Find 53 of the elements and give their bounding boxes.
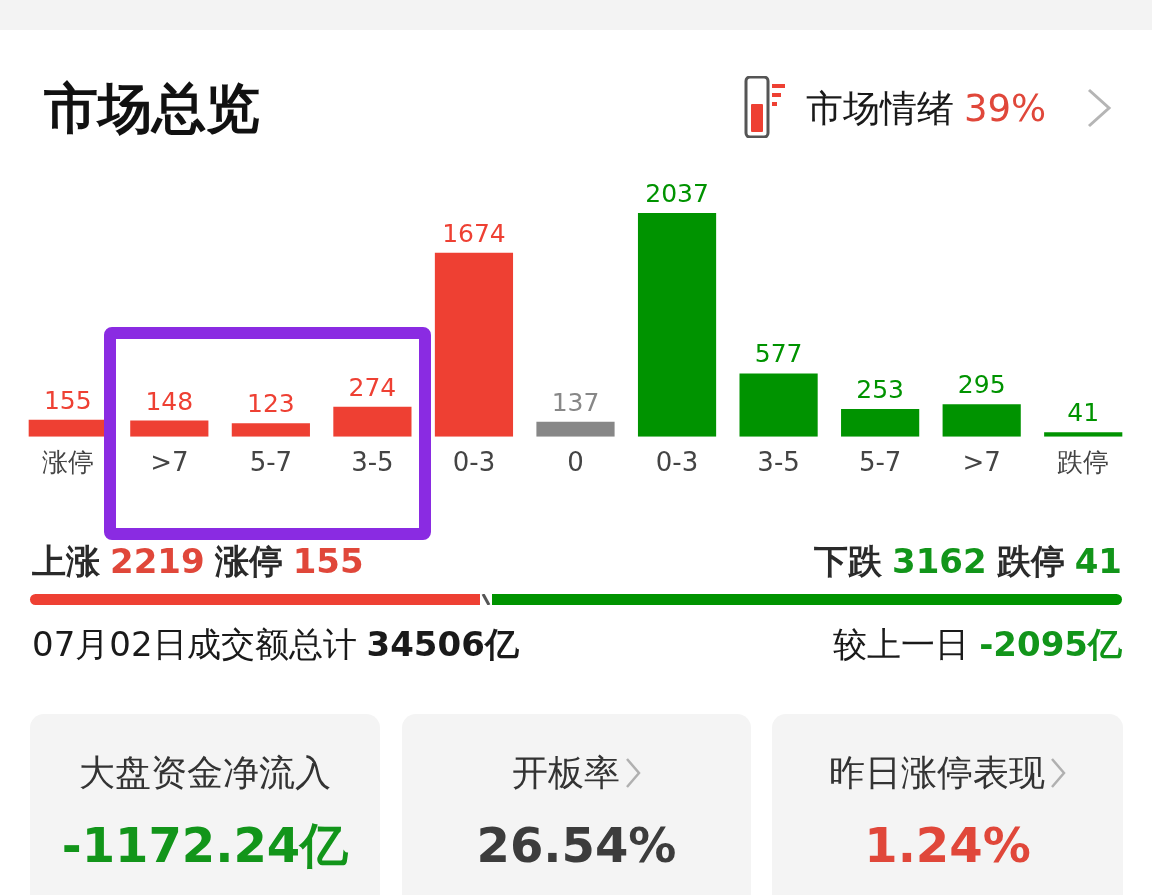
bar — [637, 212, 717, 437]
x-tick-label: 3-5 — [351, 447, 394, 478]
text: 跌停 — [996, 540, 1065, 583]
bar — [130, 420, 209, 437]
data-label: 253 — [856, 374, 904, 404]
data-label: 123 — [247, 389, 295, 419]
text: 较上一日 — [833, 623, 970, 666]
x-tick-label: 3-5 — [757, 447, 800, 478]
bar — [28, 419, 107, 437]
bar — [841, 408, 920, 437]
x-tick-label: 5-7 — [249, 447, 293, 478]
bar — [333, 406, 412, 437]
text: 34506亿 — [366, 623, 519, 666]
text: 26.54% — [476, 817, 677, 873]
x-tick-label: 0-3 — [655, 447, 699, 478]
text: 市场情绪 — [806, 86, 954, 132]
data-label: 1674 — [442, 218, 506, 248]
bar — [942, 404, 1021, 437]
text: 155 — [292, 540, 364, 583]
x-tick-label: 涨停 — [41, 447, 94, 478]
x-tick-label: 0-3 — [452, 447, 496, 478]
data-label: 148 — [145, 386, 194, 416]
data-label: 137 — [551, 387, 600, 417]
bar — [536, 421, 615, 437]
x-tick-label: 0 — [567, 447, 584, 478]
data-label: 155 — [43, 385, 92, 415]
text: 39% — [964, 86, 1047, 132]
bar — [434, 252, 514, 437]
text: 1.24% — [864, 817, 1031, 873]
text: -2095亿 — [979, 623, 1122, 666]
text: 大盘资金净流入 — [79, 751, 331, 795]
x-tick-label: >7 — [150, 447, 189, 478]
x-tick-label: >7 — [962, 447, 1001, 478]
data-label: 577 — [754, 339, 803, 369]
text: -1172.24亿 — [61, 817, 349, 873]
text: 下跌 — [814, 540, 883, 583]
text: 涨停 — [214, 540, 283, 583]
text: 开板率 — [511, 751, 620, 795]
bar — [231, 423, 310, 437]
text: 昨日涨停表现 — [828, 751, 1045, 795]
data-label: 274 — [348, 372, 397, 402]
text: 2219 — [110, 540, 205, 583]
data-label: 295 — [957, 370, 1006, 400]
x-tick-label: 跌停 — [1057, 447, 1110, 478]
chart-title: 市场总览 — [44, 76, 260, 142]
text: 07月02日成交额总计 — [32, 623, 357, 666]
text: 3162 — [892, 540, 987, 583]
data-label: 41 — [1067, 398, 1100, 428]
text: 上涨 — [32, 540, 100, 583]
data-label: 2037 — [645, 178, 709, 208]
bar — [739, 373, 818, 437]
text: 41 — [1074, 540, 1122, 583]
x-tick-label: 5-7 — [858, 447, 902, 478]
